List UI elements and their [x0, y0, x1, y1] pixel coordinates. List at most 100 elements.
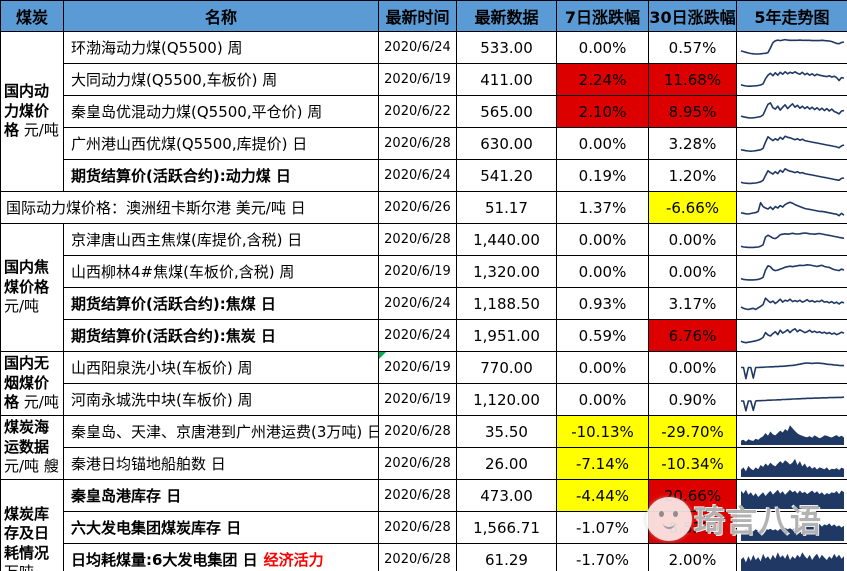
sparkline-chart [740, 361, 844, 379]
table-row: 国际动力煤价格：澳洲纽卡斯尔港 美元/吨 日 2020/6/26 51.17 1… [0, 191, 847, 224]
category-unit: 万吨 [4, 563, 34, 571]
sparkline-chart [740, 522, 844, 541]
date-cell: 2020/6/28 [378, 543, 457, 571]
pct30-cell: 0.57% [648, 31, 737, 64]
name-cell-international: 国际动力煤价格：澳洲纽卡斯尔港 美元/吨 日 [0, 191, 379, 224]
spark-cell [736, 415, 847, 448]
pct7-cell: -7.14% [556, 447, 649, 480]
table-row: 期货结算价(活跃合约):焦煤 日 2020/6/24 1,188.50 0.93… [1, 287, 847, 320]
pct30-cell: 2.00% [648, 543, 737, 571]
sparkline-chart [740, 327, 844, 343]
table-row: 期货结算价(活跃合约):动力煤 日 2020/6/24 541.20 0.19%… [1, 159, 847, 192]
sparkline-chart [740, 489, 844, 509]
date-cell: 2020/6/19 [378, 383, 457, 416]
value-cell: 630.00 [456, 127, 557, 160]
date-cell: 2020/6/26 [378, 191, 457, 224]
date-cell: 2020/6/28 [378, 415, 457, 448]
value-cell: 473.00 [456, 479, 557, 512]
value-cell: 51.17 [456, 191, 557, 224]
table-row: 国内动力煤价格 元/吨 环渤海动力煤(Q5500) 周 2020/6/24 53… [0, 31, 847, 192]
table-row: 山西柳林4#焦煤(车板价,含税) 周 2020/6/19 1,320.00 0.… [1, 255, 847, 288]
value-cell: 565.00 [456, 95, 557, 128]
name-cell: 期货结算价(活跃合约):焦炭 日 [63, 319, 379, 352]
spark-cell [736, 31, 847, 64]
pct30-cell: 0.00% [648, 255, 737, 288]
category-unit: 元/吨 [23, 393, 59, 412]
name-cell: 秦皇岛、天津、京唐港到广州港运费(3万吨) 日 [63, 415, 379, 448]
spark-cell [736, 479, 847, 512]
pct30-cell: 1.20% [648, 159, 737, 192]
spark-cell [736, 95, 847, 128]
table-row: 煤炭库存及日耗情况 万吨 秦皇岛港库存 日 2020/6/28 473.00 -… [0, 479, 847, 571]
category-unit: 元/吨 艘 [4, 457, 59, 476]
table-row: 河南永城洗中块(车板价) 周 2020/6/19 1,120.00 0.00% … [1, 383, 847, 416]
category-cell-anthracite: 国内无烟煤价格 元/吨 [0, 351, 64, 416]
date-cell: 2020/6/28 [378, 479, 457, 512]
date-cell: 2020/6/22 [378, 95, 457, 128]
date-text: 2020/6/19 [384, 360, 451, 375]
sparkline-chart [740, 424, 844, 445]
table-row: 国内无烟煤价格 元/吨 山西阳泉洗小块(车板价) 周 2020/6/19 770… [0, 351, 847, 416]
pct7-cell: 0.59% [556, 319, 649, 352]
value-cell: 1,566.71 [456, 511, 557, 544]
header-latest-time: 最新时间 [378, 0, 457, 32]
name-cell: 秦皇岛港库存 日 [63, 479, 379, 512]
pct7-cell: 0.00% [556, 127, 649, 160]
date-cell: 2020/6/24 [378, 31, 457, 64]
sparkline-chart [740, 458, 844, 477]
pct7-cell: 0.00% [556, 383, 649, 416]
category-title: 煤炭海运数据 [4, 418, 50, 456]
sparkline-chart [740, 38, 844, 55]
pct30-cell: 3.28% [648, 127, 737, 160]
date-cell: 2020/6/28 [378, 223, 457, 256]
name-text: 日均耗煤量:6大发电集团 日 [71, 551, 258, 569]
name-cell: 京津唐山西主焦煤(库提价,含税) 日 [63, 223, 379, 256]
name-cell: 秦皇岛优混动力煤(Q5500,平仓价) 周 [63, 95, 379, 128]
sparkline-chart [740, 231, 844, 248]
value-cell: 1,188.50 [456, 287, 557, 320]
spark-cell [736, 191, 847, 224]
pct7-cell: 2.24% [556, 63, 649, 96]
value-cell: 1,120.00 [456, 383, 557, 416]
table-row: 广州港山西优煤(Q5500,库提价) 日 2020/6/28 630.00 0.… [1, 127, 847, 160]
value-cell: 1,951.00 [456, 319, 557, 352]
pct30-cell: 8.95% [648, 95, 737, 128]
category-cell-inventory: 煤炭库存及日耗情况 万吨 [0, 479, 64, 571]
name-cell: 秦港日均锚地船舶数 日 [63, 447, 379, 480]
sparkline-chart [740, 263, 844, 281]
value-cell: 541.20 [456, 159, 557, 192]
date-cell: 2020/6/19 [378, 63, 457, 96]
category-cell-shipping: 煤炭海运数据 元/吨 艘 [0, 415, 64, 480]
sparkline-chart [740, 395, 844, 412]
category-unit: 元/吨 [4, 297, 40, 316]
pct7-cell: 0.00% [556, 31, 649, 64]
category-title: 国内焦煤价格 [4, 258, 50, 296]
pct7-cell: 0.93% [556, 287, 649, 320]
pct7-cell: -1.07% [556, 511, 649, 544]
pct30-cell: 20.66% [648, 479, 737, 512]
name-cell: 期货结算价(活跃合约):动力煤 日 [63, 159, 379, 192]
pct30-cell: -6.66% [648, 191, 737, 224]
pct30-cell: 0.00% [648, 351, 737, 384]
green-corner-flag-icon [379, 352, 386, 359]
sparkline-chart [740, 70, 844, 87]
category-title: 国内动力煤价格 [4, 82, 50, 140]
pct30-cell: 0.90% [648, 383, 737, 416]
value-cell: 1,320.00 [456, 255, 557, 288]
category-unit: 元/吨 [23, 121, 59, 140]
spark-cell [736, 543, 847, 571]
date-cell: 2020/6/19 [378, 351, 457, 384]
economic-vitality-tag: 经济活力 [263, 551, 324, 569]
name-cell: 广州港山西优煤(Q5500,库提价) 日 [63, 127, 379, 160]
category-cell-coking-coal: 国内焦煤价格 元/吨 [0, 223, 64, 352]
table-row: 大同动力煤(Q5500,车板价) 周 2020/6/19 411.00 2.24… [1, 63, 847, 96]
name-cell: 大同动力煤(Q5500,车板价) 周 [63, 63, 379, 96]
value-cell: 35.50 [456, 415, 557, 448]
table-row: 日均耗煤量:6大发电集团 日经济活力 2020/6/28 61.29 -1.70… [1, 543, 847, 571]
sparkline-chart [740, 135, 844, 152]
name-cell: 河南永城洗中块(车板价) 周 [63, 383, 379, 416]
spark-cell [736, 255, 847, 288]
sparkline-chart [740, 200, 844, 216]
date-cell: 2020/6/24 [378, 159, 457, 192]
